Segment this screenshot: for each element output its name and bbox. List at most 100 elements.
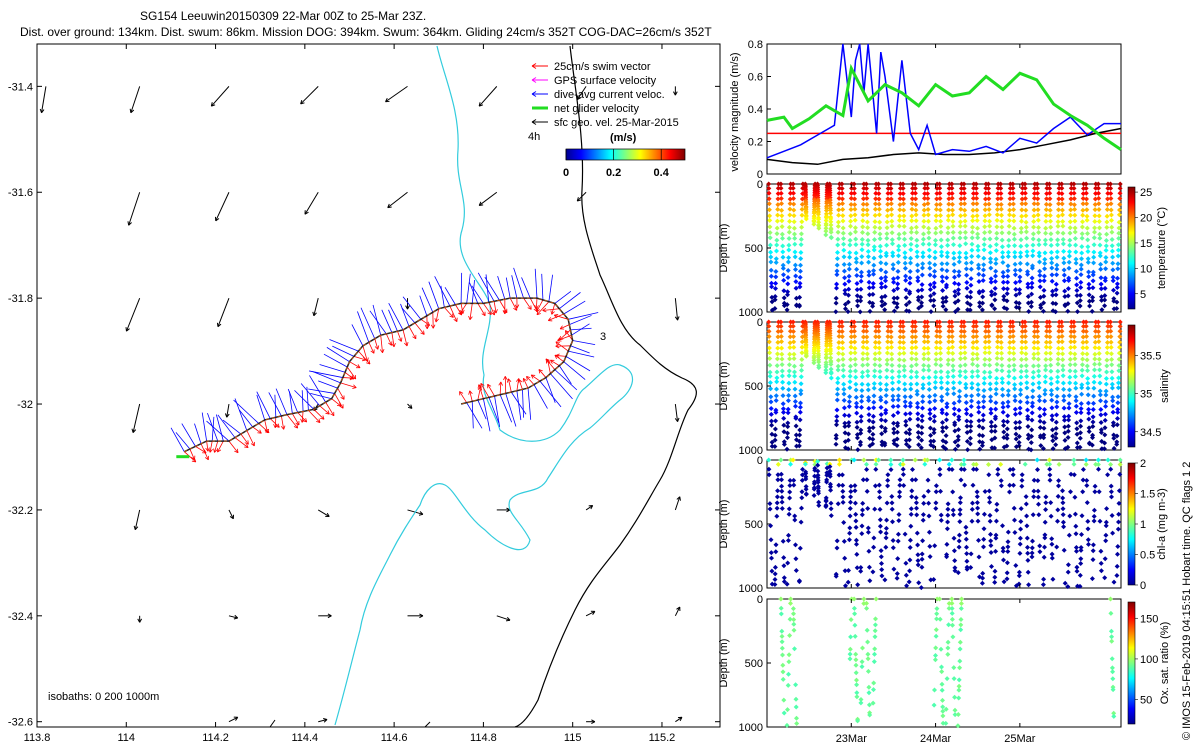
profile-point — [797, 417, 803, 423]
profile-point — [896, 236, 902, 241]
profile-point — [1072, 374, 1078, 380]
profile-point — [860, 507, 865, 513]
dac-vector — [554, 369, 578, 391]
profile-point — [833, 432, 839, 438]
profile-point — [971, 328, 976, 334]
profile-point — [1074, 293, 1080, 298]
profile-point — [1092, 489, 1098, 495]
profile-point — [1068, 207, 1074, 213]
swim-vector-head — [546, 359, 551, 364]
profile-point — [1031, 201, 1037, 207]
profile-point — [931, 291, 937, 297]
profile-point — [925, 196, 931, 201]
profile-point — [1047, 190, 1053, 196]
profile-point — [904, 441, 909, 447]
swim-vector — [535, 298, 538, 309]
profile-point — [828, 500, 834, 506]
profile-point — [1108, 466, 1114, 472]
dac-vector — [510, 391, 527, 415]
profile-point — [968, 565, 974, 570]
profile-point — [890, 386, 896, 392]
geostrophic-vector-head — [591, 719, 596, 725]
profile-point — [854, 682, 860, 688]
profile-point — [1036, 250, 1042, 256]
profile-point — [896, 379, 902, 385]
swim-vector-head — [404, 342, 409, 347]
profile-point — [1079, 244, 1085, 250]
profile-point — [969, 247, 975, 253]
velocity-series — [766, 43, 1121, 159]
profile-point — [1108, 489, 1114, 495]
profile-point — [963, 536, 969, 542]
profile-point — [921, 351, 927, 357]
profile-point — [766, 201, 772, 207]
profile-point — [1077, 292, 1083, 298]
profile-point — [769, 284, 775, 290]
profile-point — [1036, 363, 1041, 369]
profile-point — [823, 225, 829, 231]
profile-point — [866, 285, 872, 291]
profile-point — [914, 391, 920, 397]
profile-point — [949, 185, 955, 191]
colorbar-tick-label: 5 — [1140, 289, 1146, 301]
profile-point — [1115, 253, 1121, 259]
profile-point — [974, 195, 980, 201]
profile-point — [802, 461, 808, 467]
profile-point — [834, 545, 840, 551]
profile-point — [940, 708, 946, 714]
profile-point — [1029, 554, 1035, 560]
profile-point — [1023, 213, 1029, 219]
profile-point — [1098, 568, 1104, 574]
profile-point — [816, 503, 822, 508]
profile-point — [1114, 306, 1120, 311]
profile-point — [823, 218, 829, 223]
profile-point — [952, 712, 958, 718]
profile-point — [934, 328, 940, 334]
dac-vector — [505, 277, 511, 299]
dac-vector — [201, 412, 208, 442]
profile-point — [853, 259, 859, 265]
geostrophic-vector-head — [133, 525, 139, 531]
profile-point — [865, 242, 871, 248]
profile-point — [1011, 236, 1017, 242]
profile-point — [861, 196, 866, 202]
profile-point — [946, 191, 952, 197]
profile-point — [998, 334, 1004, 340]
profile-point — [1013, 563, 1019, 568]
profile-point — [858, 294, 864, 300]
profile-point — [980, 575, 986, 581]
profile-point — [1086, 281, 1092, 287]
profile-point — [768, 537, 774, 543]
profile-point — [944, 254, 950, 260]
profile-point — [1109, 385, 1115, 391]
profile-point — [873, 196, 879, 202]
profile-point — [940, 428, 946, 434]
profile-point — [993, 261, 999, 266]
profile-point — [848, 350, 854, 356]
map-ytick-label: -32 — [17, 399, 33, 411]
profile-point — [952, 274, 957, 280]
profile-point — [914, 249, 920, 255]
profile-point — [1043, 357, 1049, 362]
profile-point — [865, 249, 871, 254]
profile-point — [1007, 329, 1013, 335]
profile-point — [1065, 562, 1071, 568]
profile-point — [968, 423, 974, 429]
profile-point — [1084, 213, 1090, 219]
profile-point — [1005, 254, 1011, 259]
profile-point — [772, 426, 778, 432]
profile-point — [774, 218, 780, 224]
profile-point — [778, 471, 784, 477]
profile-point — [974, 466, 979, 472]
profile-point — [962, 223, 968, 229]
profile-point — [1043, 225, 1049, 231]
profile-point — [970, 207, 976, 213]
geostrophic-vector — [132, 403, 141, 433]
profile-point — [913, 207, 919, 213]
profile-point — [860, 362, 866, 368]
dac-vector — [308, 388, 335, 394]
profile-point — [1000, 404, 1006, 410]
profile-point — [1032, 185, 1038, 191]
geostrophic-vector — [300, 86, 319, 105]
legend-swim: 25cm/s swim vector — [554, 61, 651, 73]
